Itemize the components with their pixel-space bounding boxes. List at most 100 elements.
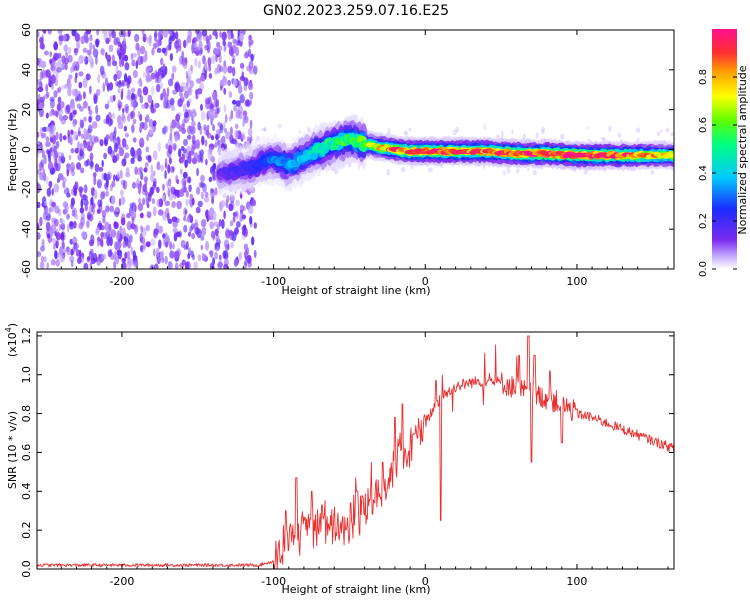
noise-speckle bbox=[138, 197, 142, 204]
noise-speckle bbox=[207, 214, 211, 220]
spectrogram-xtick-label: 0 bbox=[422, 275, 429, 288]
noise-speckle bbox=[227, 79, 231, 87]
noise-speckle bbox=[174, 262, 179, 269]
noise-speckle bbox=[86, 141, 91, 147]
snr-xtick-label: 0 bbox=[422, 575, 429, 588]
noise-speckle bbox=[53, 183, 60, 193]
noise-speckle bbox=[220, 200, 226, 208]
noise-speckle bbox=[93, 92, 99, 100]
noise-speckle bbox=[152, 120, 157, 127]
noise-speckle bbox=[131, 123, 135, 134]
noise-speckle bbox=[248, 82, 253, 91]
noise-speckle bbox=[121, 80, 125, 87]
noise-speckle bbox=[100, 191, 106, 200]
noise-speckle bbox=[145, 224, 151, 232]
noise-speckle bbox=[139, 95, 144, 104]
noise-speckle bbox=[157, 68, 162, 77]
noise-speckle bbox=[132, 137, 137, 143]
noise-speckle bbox=[37, 224, 40, 230]
noise-speckle bbox=[147, 94, 153, 104]
noise-speckle bbox=[167, 164, 171, 174]
noise-speckle bbox=[154, 102, 157, 110]
noise-speckle bbox=[44, 200, 47, 206]
noise-speckle bbox=[51, 83, 54, 91]
noise-speckle bbox=[124, 251, 128, 259]
noise-speckle bbox=[185, 198, 189, 207]
noise-speckle bbox=[181, 50, 185, 60]
noise-speckle bbox=[224, 113, 228, 124]
noise-speckle bbox=[239, 204, 244, 213]
noise-speckle bbox=[84, 204, 89, 212]
noise-speckle bbox=[185, 240, 189, 250]
noise-speckle bbox=[119, 169, 123, 180]
noise-speckle bbox=[83, 184, 88, 194]
noise-speckle bbox=[146, 36, 152, 44]
noise-speckle bbox=[235, 109, 241, 118]
noise-speckle bbox=[180, 81, 187, 90]
noise-speckle bbox=[67, 87, 72, 97]
noise-speckle bbox=[204, 60, 208, 71]
noise-speckle bbox=[46, 262, 49, 269]
noise-speckle bbox=[215, 98, 220, 109]
noise-speckle bbox=[42, 168, 45, 178]
noise-speckle bbox=[172, 143, 177, 151]
noise-speckle bbox=[189, 193, 194, 200]
noise-speckle bbox=[98, 253, 101, 260]
noise-speckle bbox=[156, 247, 160, 255]
noise-speckle bbox=[158, 225, 163, 234]
noise-speckle bbox=[87, 128, 91, 134]
noise-speckle bbox=[242, 110, 248, 117]
noise-speckle bbox=[197, 121, 201, 131]
noise-speckle bbox=[99, 65, 105, 76]
noise-speckle bbox=[204, 70, 207, 80]
noise-speckle bbox=[496, 134, 500, 140]
noise-speckle bbox=[53, 90, 58, 98]
noise-speckle bbox=[174, 82, 179, 91]
noise-speckle bbox=[108, 82, 114, 91]
noise-speckle bbox=[83, 133, 88, 141]
noise-speckle bbox=[238, 251, 242, 261]
noise-speckle bbox=[104, 103, 109, 110]
noise-speckle bbox=[121, 158, 127, 167]
noise-speckle bbox=[53, 242, 56, 251]
noise-speckle bbox=[47, 150, 51, 159]
noise-speckle bbox=[121, 261, 127, 269]
noise-speckle bbox=[71, 104, 76, 112]
noise-speckle bbox=[105, 205, 110, 213]
noise-speckle bbox=[228, 91, 233, 98]
noise-speckle bbox=[37, 232, 41, 240]
noise-speckle bbox=[112, 155, 118, 164]
noise-speckle bbox=[174, 189, 180, 197]
noise-speckle bbox=[151, 198, 156, 205]
noise-speckle bbox=[154, 263, 159, 269]
noise-speckle bbox=[93, 189, 98, 200]
noise-speckle bbox=[113, 261, 117, 269]
noise-speckle bbox=[57, 58, 62, 68]
noise-speckle bbox=[229, 200, 235, 211]
noise-speckle bbox=[387, 127, 391, 135]
noise-speckle bbox=[58, 223, 62, 231]
noise-speckle bbox=[200, 191, 204, 200]
noise-speckle bbox=[65, 51, 68, 58]
noise-speckle bbox=[231, 58, 235, 65]
snr-plot-area bbox=[37, 335, 674, 569]
snr-scale-exponent: 4 bbox=[4, 327, 13, 332]
noise-speckle bbox=[69, 255, 75, 263]
noise-speckle bbox=[89, 239, 94, 247]
noise-speckle bbox=[232, 215, 236, 222]
noise-speckle bbox=[155, 222, 160, 230]
noise-speckle bbox=[249, 215, 253, 225]
noise-speckle bbox=[193, 42, 198, 48]
snr-ytick-label: 1.0 bbox=[20, 366, 33, 384]
noise-speckle bbox=[92, 172, 97, 178]
snr-xtick-label: -200 bbox=[109, 575, 134, 588]
noise-speckle bbox=[184, 261, 189, 269]
noise-speckle bbox=[145, 241, 151, 248]
noise-speckle bbox=[428, 167, 433, 173]
noise-speckle bbox=[45, 221, 51, 232]
noise-speckle bbox=[68, 134, 73, 144]
noise-speckle bbox=[197, 60, 202, 69]
noise-speckle bbox=[131, 181, 137, 189]
noise-speckle bbox=[122, 180, 126, 189]
